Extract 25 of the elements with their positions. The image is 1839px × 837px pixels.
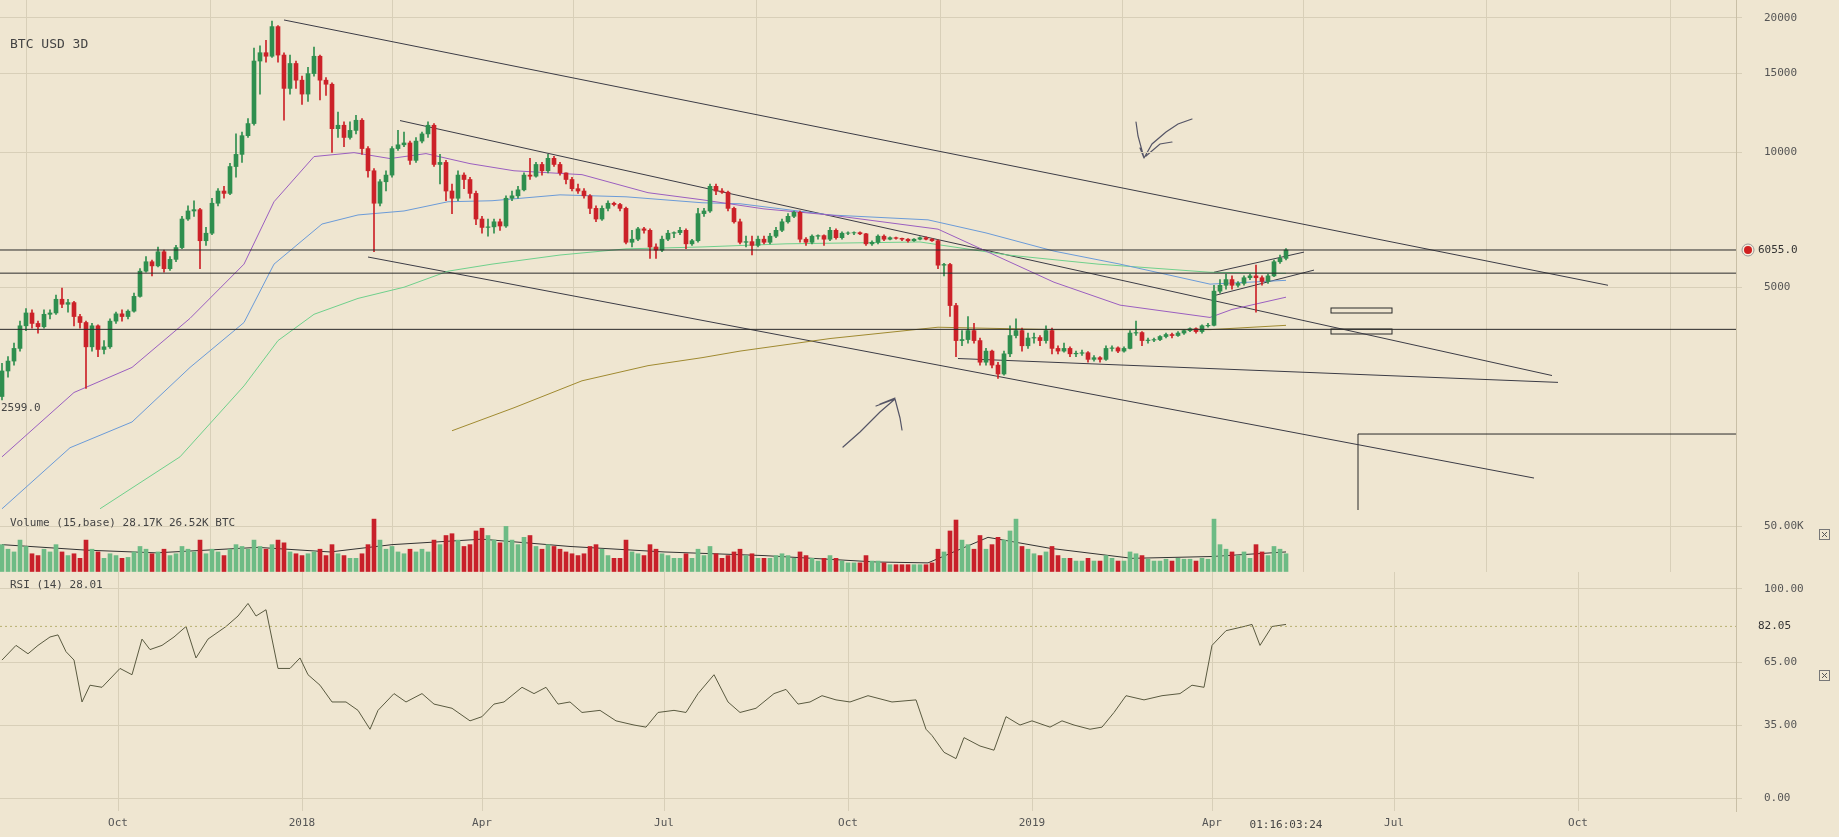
ref-line-label: 6055.0 <box>1758 242 1798 256</box>
ref-line-label: 82.05 <box>1758 619 1792 633</box>
y-tick-label: 35.00 <box>1764 717 1798 731</box>
x-tick-label: 2019 <box>1018 816 1046 830</box>
y-tick-label: 65.00 <box>1764 655 1798 669</box>
x-tick-label: Jul <box>1384 816 1404 830</box>
x-tick-label: Apr <box>472 816 493 830</box>
annotation: 2599.0 <box>1 400 41 414</box>
x-tick-label: Apr <box>1202 816 1223 830</box>
y-tick-label: 50.00K <box>1764 519 1805 533</box>
x-tick-label: 2018 <box>288 816 316 830</box>
y-tick-label: 0.00 <box>1764 791 1791 805</box>
text: 01:16:03:24 <box>1249 817 1323 831</box>
y-tick-label: 100.00 <box>1764 581 1804 595</box>
y-tick-label: 20000 <box>1764 10 1798 24</box>
text: BTC USD 3D <box>10 36 89 51</box>
x-tick-label: Jul <box>654 816 674 830</box>
y-tick-label: 10000 <box>1764 145 1798 159</box>
y-tick-label: 15000 <box>1764 66 1798 80</box>
x-tick-label: Oct <box>108 816 128 830</box>
x-tick-label: Oct <box>838 816 858 830</box>
text: Volume (15,base) 28.17K 26.52K BTC <box>10 516 236 529</box>
text: RSI (14) 28.01 <box>10 578 103 591</box>
y-tick-label: 5000 <box>1764 280 1791 294</box>
x-tick-label: Oct <box>1568 816 1588 830</box>
